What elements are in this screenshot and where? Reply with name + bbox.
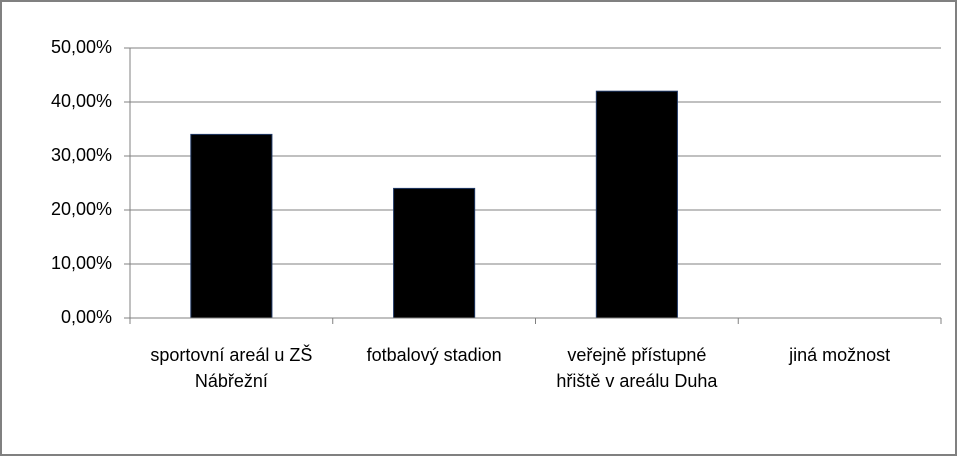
y-tick-label: 20,00% — [51, 199, 112, 219]
x-tick-label: jiná možnost — [789, 345, 891, 365]
y-tick-label: 30,00% — [51, 145, 112, 165]
x-tick-label: fotbalový stadion — [366, 345, 502, 365]
y-tick-label: 50,00% — [51, 37, 112, 57]
x-tick-label: sportovní areál u ZŠ Nábřežní — [150, 345, 313, 391]
bar — [393, 187, 476, 319]
bar — [190, 133, 273, 319]
x-tick-label: veřejně přístupné hřiště v areálu Duha — [556, 345, 718, 391]
bar — [595, 90, 678, 319]
y-tick-label: 0,00% — [61, 307, 112, 327]
y-tick-label: 10,00% — [51, 253, 112, 273]
y-tick-label: 40,00% — [51, 91, 112, 111]
